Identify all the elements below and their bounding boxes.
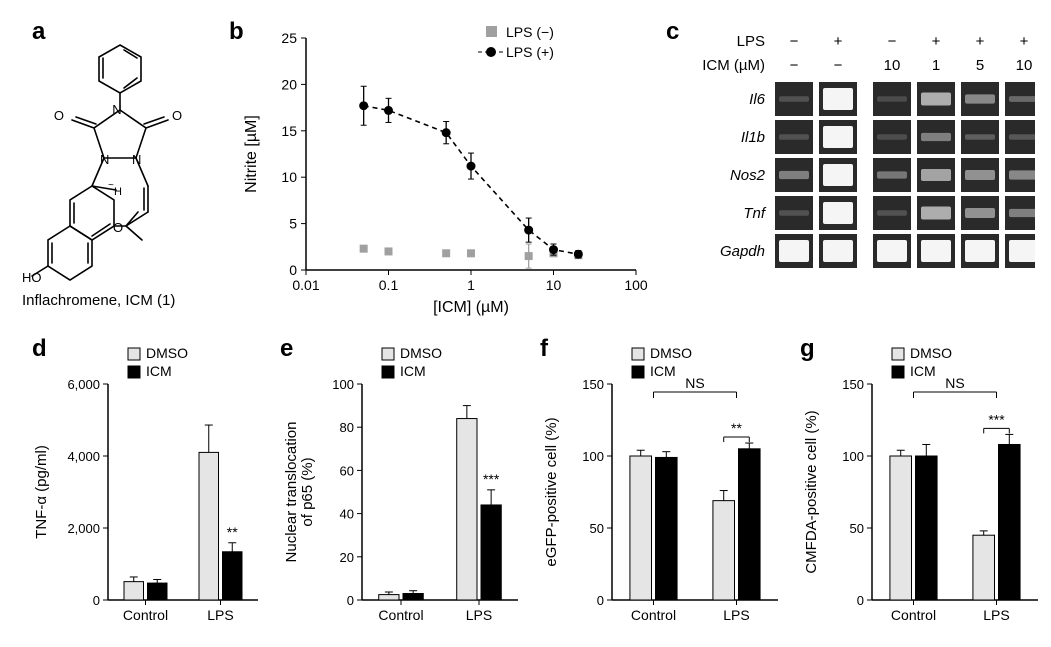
svg-text:25: 25 <box>281 30 297 46</box>
svg-text:O: O <box>113 220 123 235</box>
svg-text:6,000: 6,000 <box>67 377 100 392</box>
svg-text:100: 100 <box>332 377 354 392</box>
svg-text:0: 0 <box>347 593 354 608</box>
svg-text:50: 50 <box>590 521 604 536</box>
svg-text:NS: NS <box>685 375 704 391</box>
svg-text:10: 10 <box>546 277 562 293</box>
svg-text:[ICM] (µM): [ICM] (µM) <box>433 299 509 316</box>
panel-c-gels: LPS − + − + + + ICM (µM) − − 10 1 5 10 Il6 Il1b Nos2 Tnf G… <box>670 28 1035 318</box>
svg-text:10: 10 <box>884 57 901 74</box>
svg-text:−: − <box>834 57 843 74</box>
svg-text:−: − <box>888 33 897 50</box>
svg-text:Control: Control <box>631 607 676 623</box>
panel-d-chart: 0 2,000 4,000 6,000 TNF-α (pg/ml) DMSO ICM Cont… <box>30 336 270 636</box>
svg-text:HO: HO <box>22 270 42 285</box>
svg-text:Control: Control <box>891 607 936 623</box>
svg-text:+: + <box>976 33 985 50</box>
svg-text:LPS: LPS <box>983 607 1009 623</box>
svg-text:100: 100 <box>624 277 648 293</box>
svg-text:LPS: LPS <box>466 607 492 623</box>
svg-text:−: − <box>790 33 799 50</box>
svg-text:DMSO: DMSO <box>146 345 188 361</box>
svg-text:15: 15 <box>281 123 297 139</box>
svg-text:LPS (+): LPS (+) <box>506 44 554 60</box>
panel-b-chart: 0 5 10 15 20 25 0.01 0.1 1 10 100 Nitrite [µM] [ICM]… <box>236 20 656 320</box>
svg-text:Nitrite [µM]: Nitrite [µM] <box>243 115 260 193</box>
svg-text:100: 100 <box>582 449 604 464</box>
svg-text:of p65 (%): of p65 (%) <box>299 457 316 526</box>
svg-text:ICM: ICM <box>650 363 676 379</box>
svg-text:80: 80 <box>340 420 354 435</box>
svg-text:Control: Control <box>378 607 423 623</box>
svg-text:NS: NS <box>945 375 964 391</box>
svg-text:ICM: ICM <box>400 363 426 379</box>
svg-text:CMFDA-positive cell (%): CMFDA-positive cell (%) <box>803 410 820 573</box>
svg-text:**: ** <box>227 524 238 540</box>
svg-text:150: 150 <box>842 377 864 392</box>
svg-text:0: 0 <box>597 593 604 608</box>
svg-text:50: 50 <box>850 521 864 536</box>
panel-a-structure: N N N O O H ~ O HO <box>20 30 220 310</box>
svg-text:0: 0 <box>857 593 864 608</box>
svg-text:10: 10 <box>1016 57 1033 74</box>
svg-text:LPS (−): LPS (−) <box>506 24 554 40</box>
svg-text:Il6: Il6 <box>749 91 766 108</box>
svg-text:20: 20 <box>340 550 354 565</box>
panel-f-chart: 0 50 100 150 eGFP-positive cell (%) DMSO ICM Co… <box>540 336 790 636</box>
svg-text:+: + <box>834 33 843 50</box>
svg-text:Il1b: Il1b <box>741 129 765 146</box>
svg-text:ICM: ICM <box>146 363 172 379</box>
svg-text:Gapdh: Gapdh <box>720 243 765 260</box>
svg-text:Nuclear translocation: Nuclear translocation <box>283 422 300 563</box>
svg-text:TNF-α (pg/ml): TNF-α (pg/ml) <box>33 445 50 539</box>
svg-text:ICM (µM): ICM (µM) <box>702 57 765 74</box>
svg-text:0.1: 0.1 <box>379 277 399 293</box>
svg-text:N: N <box>112 102 121 117</box>
svg-text:+: + <box>1020 33 1029 50</box>
panel-e-chart: 0 20 40 60 80 100 Nuclear translocationof p65 … <box>280 336 530 636</box>
svg-text:Tnf: Tnf <box>743 205 767 222</box>
svg-text:LPS: LPS <box>723 607 749 623</box>
svg-text:DMSO: DMSO <box>400 345 442 361</box>
svg-text:150: 150 <box>582 377 604 392</box>
svg-text:5: 5 <box>976 57 984 74</box>
svg-text:***: *** <box>988 411 1005 427</box>
svg-text:20: 20 <box>281 76 297 92</box>
svg-text:+: + <box>932 33 941 50</box>
svg-text:−: − <box>790 57 799 74</box>
svg-text:N: N <box>100 152 109 167</box>
svg-text:1: 1 <box>932 57 940 74</box>
svg-text:O: O <box>172 108 182 123</box>
panel-a-caption: Inflachromene, ICM (1) <box>22 292 175 309</box>
svg-text:0.01: 0.01 <box>292 277 319 293</box>
svg-text:10: 10 <box>281 169 297 185</box>
svg-text:40: 40 <box>340 507 354 522</box>
svg-text:Nos2: Nos2 <box>730 167 766 184</box>
svg-text:LPS: LPS <box>737 33 765 50</box>
panel-g-chart: 0 50 100 150 CMFDA-positive cell (%) DMSO ICM C… <box>800 336 1050 636</box>
svg-text:LPS: LPS <box>207 607 233 623</box>
svg-text:0: 0 <box>289 262 297 278</box>
svg-text:1: 1 <box>467 277 475 293</box>
svg-text:H: H <box>114 186 122 198</box>
svg-text:***: *** <box>483 471 500 487</box>
svg-text:Control: Control <box>123 607 168 623</box>
svg-text:4,000: 4,000 <box>67 449 100 464</box>
svg-text:DMSO: DMSO <box>650 345 692 361</box>
svg-text:5: 5 <box>289 216 297 232</box>
svg-text:**: ** <box>731 420 742 436</box>
svg-text:60: 60 <box>340 463 354 478</box>
svg-text:O: O <box>54 108 64 123</box>
svg-text:100: 100 <box>842 449 864 464</box>
svg-text:ICM: ICM <box>910 363 936 379</box>
svg-text:0: 0 <box>93 593 100 608</box>
svg-text:N: N <box>132 152 141 167</box>
svg-text:DMSO: DMSO <box>910 345 952 361</box>
svg-text:~: ~ <box>108 180 114 191</box>
svg-text:2,000: 2,000 <box>67 521 100 536</box>
svg-text:eGFP-positive cell (%): eGFP-positive cell (%) <box>543 417 560 566</box>
